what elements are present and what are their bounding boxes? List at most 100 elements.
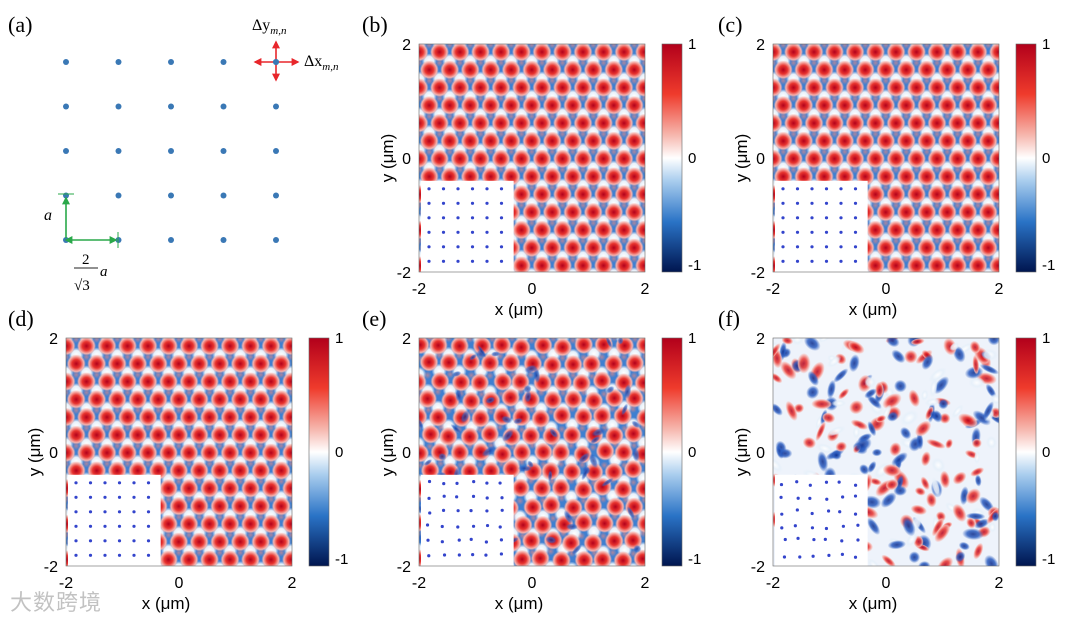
x-axis-label: x (μm): [142, 594, 191, 613]
watermark: 大数跨境: [10, 591, 103, 616]
colorbar-tick-label: 0: [335, 444, 343, 461]
heatmap-panel: (d) 2 0 -2-2 0 2 x (μm) y (μm) 1 0 -1: [8, 306, 348, 613]
delta-y-label: Δym,n: [252, 17, 287, 37]
colorbar-tick-label: 1: [1042, 36, 1050, 53]
x-tick-label: 0: [528, 575, 537, 592]
inset-lattice: [427, 187, 504, 263]
y-tick-label: 0: [756, 445, 765, 462]
lattice-dot: [168, 148, 174, 154]
y-tick-label: -2: [751, 265, 765, 282]
lattice-dot: [63, 148, 69, 154]
lattice-dot: [220, 148, 227, 154]
x-tick-label: -2: [766, 575, 780, 592]
y-tick-label: 0: [756, 151, 765, 168]
y-tick-label: 2: [756, 37, 765, 54]
x-tick-label: -2: [412, 281, 426, 298]
lattice-dot: [168, 237, 174, 243]
y-tick-label: 2: [402, 37, 411, 54]
panel-label: (c): [718, 12, 742, 37]
colorbar-tick-label: -1: [1042, 551, 1055, 568]
x-tick-label: 2: [641, 575, 650, 592]
lattice-dot: [115, 59, 122, 65]
lattice-dot: [220, 103, 227, 110]
y-tick-label: 0: [402, 151, 411, 168]
lattice-dot: [273, 237, 279, 243]
y-tick-label: -2: [397, 265, 411, 282]
lattice-dot: [168, 192, 174, 199]
inset-lattice: [779, 480, 860, 559]
colorbar-tick-label: 0: [688, 150, 696, 167]
lattice-dot: [273, 192, 279, 199]
y-axis-label: y (μm): [378, 134, 397, 183]
y-tick-label: 0: [49, 445, 58, 462]
lattice-dot: [63, 192, 69, 199]
lattice-dot: [273, 103, 279, 110]
y-axis-label: y (μm): [732, 428, 751, 477]
panel-label: (b): [362, 12, 388, 37]
lattice-dot: [168, 103, 174, 110]
panel-label: (e): [362, 306, 386, 331]
lattice-dots: [63, 59, 279, 243]
x-tick-label: 2: [641, 281, 650, 298]
x-axis-label: x (μm): [849, 300, 898, 319]
lattice-dot: [115, 192, 122, 199]
colorbar-tick-label: 0: [688, 444, 696, 461]
heatmap-panel: (f) 2 0 -2-2 0 2 x (μm) y (μm) 1 0 -1: [718, 306, 1055, 613]
inset-lattice: [74, 481, 151, 557]
lattice-dot: [273, 148, 279, 154]
x-tick-label: -2: [59, 575, 73, 592]
x-tick-label: 2: [288, 575, 297, 592]
spacing-numerator: 2: [82, 252, 90, 268]
colorbar: 1 0 -1: [661, 36, 701, 274]
x-tick-label: 0: [175, 575, 184, 592]
x-tick-label: 2: [995, 281, 1004, 298]
field-map: [419, 338, 645, 566]
lattice-dot: [63, 103, 69, 110]
lattice-dot: [220, 192, 227, 199]
x-tick-label: 0: [882, 575, 891, 592]
panel-a: (a) Δym,n Δxm,n a 2 √3 a: [8, 12, 339, 294]
spacing-denominator: √3: [74, 278, 90, 294]
spacing-a-label: a: [100, 264, 108, 280]
x-tick-label: -2: [412, 575, 426, 592]
y-axis-label: y (μm): [378, 428, 397, 477]
x-axis-label: x (μm): [849, 594, 898, 613]
y-tick-label: -2: [751, 559, 765, 576]
field-map: [773, 338, 999, 566]
x-axis-label: x (μm): [495, 594, 544, 613]
colorbar: 1 0 -1: [1015, 330, 1055, 568]
lattice-dot: [115, 148, 122, 154]
colorbar-tick-label: -1: [1042, 257, 1055, 274]
panel-a-label: (a): [8, 12, 32, 37]
colorbar-tick-label: -1: [688, 551, 701, 568]
heatmap-panel: (e) 2 0 -2-2 0 2 x (μm) y (μm) 1 0 -1: [362, 306, 701, 613]
y-axis-label: y (μm): [732, 134, 751, 183]
panel-label: (f): [718, 306, 740, 331]
panel-label: (d): [8, 306, 34, 331]
delta-x-label: Δxm,n: [304, 53, 339, 73]
colorbar-tick-label: 0: [1042, 444, 1050, 461]
colorbar-tick-label: -1: [688, 257, 701, 274]
colorbar-tick-label: -1: [335, 551, 348, 568]
lattice-dot: [168, 59, 174, 65]
y-axis-label: y (μm): [25, 428, 44, 477]
x-tick-label: 0: [528, 281, 537, 298]
y-tick-label: 2: [402, 331, 411, 348]
colorbar: 1 0 -1: [1015, 36, 1055, 274]
colorbar-tick-label: 1: [688, 36, 696, 53]
lattice-vectors: [58, 193, 119, 248]
y-tick-label: -2: [397, 559, 411, 576]
colorbar-tick-label: 0: [1042, 150, 1050, 167]
colorbar-tick-label: 1: [335, 330, 343, 347]
lattice-dot: [220, 237, 227, 243]
heatmap-panel: (b) 2 0 -2-2 0 2 x (μm) y (μm) 1 0 -1: [362, 12, 701, 319]
colorbar: 1 0 -1: [308, 330, 348, 568]
y-tick-label: 2: [756, 331, 765, 348]
inset-lattice: [425, 479, 504, 558]
colorbar-tick-label: 1: [688, 330, 696, 347]
y-tick-label: -2: [44, 559, 58, 576]
heatmap-panel: (c) 2 0 -2-2 0 2 x (μm) y (μm) 1 0 -1: [718, 12, 1055, 319]
lattice-dot: [115, 103, 122, 110]
x-tick-label: -2: [766, 281, 780, 298]
